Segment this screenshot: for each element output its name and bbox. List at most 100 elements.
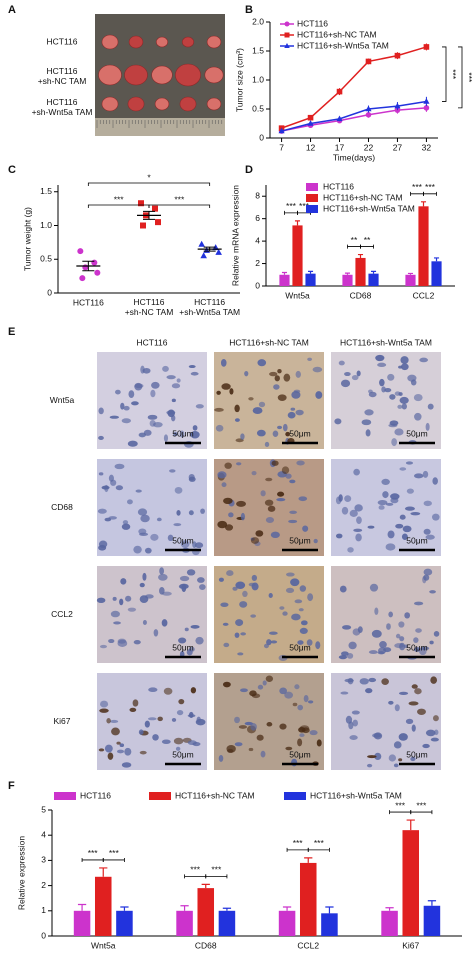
cell-nucleus (139, 750, 147, 755)
y-tick-label: 1.0 (252, 74, 264, 84)
cell-nucleus (217, 471, 227, 479)
bar (342, 274, 353, 286)
bar (368, 273, 379, 286)
cell-nucleus (393, 741, 402, 749)
cell-nucleus (289, 510, 298, 514)
legend-swatch (306, 183, 318, 191)
cell-nucleus (176, 710, 184, 716)
error-bar (77, 903, 87, 911)
cell-nucleus (291, 390, 301, 399)
cell-nucleus (294, 684, 300, 690)
y-tick-label: 0 (47, 287, 52, 297)
cell-nucleus (226, 570, 234, 577)
cell-nucleus (379, 641, 387, 649)
scale-bar-label: 50μm (172, 535, 193, 545)
cell-nucleus (395, 523, 404, 529)
cell-nucleus (285, 431, 290, 437)
cell-nucleus (115, 485, 124, 491)
data-point (365, 112, 372, 118)
bar (423, 905, 441, 936)
error-bar (344, 272, 351, 275)
cell-nucleus (129, 707, 137, 713)
cell-nucleus (422, 743, 430, 749)
cell-nucleus (137, 508, 148, 516)
cell-nucleus (157, 716, 163, 722)
cell-nucleus (190, 431, 200, 439)
cell-nucleus (386, 623, 391, 630)
cell-nucleus (127, 607, 137, 612)
y-tick-label: 4 (41, 829, 46, 839)
significance-label: *** (211, 865, 222, 875)
data-point (152, 205, 158, 212)
significance-label: *** (190, 865, 201, 875)
cell-nucleus (128, 390, 135, 398)
cell-nucleus (110, 610, 120, 618)
cell-nucleus (307, 593, 314, 602)
panel-label: F (8, 780, 15, 792)
data-point (336, 115, 343, 122)
cell-nucleus (178, 637, 187, 644)
cell-nucleus (399, 636, 405, 642)
cell-nucleus (229, 388, 234, 395)
cell-nucleus (216, 390, 221, 395)
data-point (94, 269, 101, 276)
x-tick-label: 27 (393, 142, 403, 152)
cell-nucleus (398, 691, 409, 695)
cell-nucleus (158, 573, 168, 581)
significance-label: *** (114, 194, 125, 204)
cell-nucleus (214, 407, 224, 412)
x-tick-label: 22 (364, 142, 374, 152)
cell-nucleus (131, 401, 139, 406)
cell-nucleus (298, 608, 304, 612)
cell-nucleus (423, 574, 430, 581)
cell-nucleus (108, 639, 115, 644)
cell-nucleus (248, 397, 254, 401)
cell-nucleus (250, 614, 257, 618)
legend-label: HCT116 (323, 181, 354, 191)
cell-nucleus (140, 514, 150, 523)
cell-nucleus (236, 462, 242, 466)
cell-nucleus (367, 755, 377, 759)
cell-nucleus (272, 430, 279, 437)
data-point (365, 105, 372, 112)
cell-nucleus (110, 479, 117, 486)
cell-nucleus (353, 468, 360, 476)
cell-nucleus (410, 379, 417, 386)
cell-nucleus (240, 632, 246, 636)
cell-nucleus (353, 528, 363, 532)
tumor (101, 96, 119, 112)
cell-nucleus (125, 595, 132, 602)
cell-nucleus (374, 752, 382, 761)
series-line (281, 107, 427, 132)
legend-label: HCT116 (297, 18, 328, 28)
cell-nucleus (277, 368, 282, 374)
cell-nucleus (150, 389, 156, 398)
bar (279, 274, 290, 286)
legend-swatch (306, 194, 318, 202)
error-bar (304, 857, 313, 863)
cell-nucleus (218, 754, 224, 762)
cell-nucleus (98, 472, 104, 476)
cell-nucleus (277, 491, 285, 497)
cell-nucleus (378, 647, 387, 655)
cell-nucleus (385, 543, 396, 551)
cell-nucleus (124, 747, 132, 756)
scale-bar-label: 50μm (172, 642, 193, 652)
scale-bar-label: 50μm (406, 749, 427, 759)
significance-bracket (148, 204, 211, 208)
cell-nucleus (104, 744, 113, 753)
cell-nucleus (167, 534, 174, 542)
cell-nucleus (134, 382, 143, 391)
cell-nucleus (432, 715, 439, 722)
cell-nucleus (270, 640, 278, 644)
cell-nucleus (173, 737, 184, 745)
cell-nucleus (359, 678, 369, 685)
cell-nucleus (173, 431, 178, 437)
y-tick-label: 2.0 (252, 16, 264, 26)
cell-nucleus (395, 633, 401, 639)
data-point (394, 52, 401, 59)
significance-label: *** (395, 800, 406, 810)
cell-nucleus (339, 585, 347, 593)
cell-nucleus (402, 525, 412, 533)
y-axis-title: Tumor size (cm³) (234, 48, 244, 112)
